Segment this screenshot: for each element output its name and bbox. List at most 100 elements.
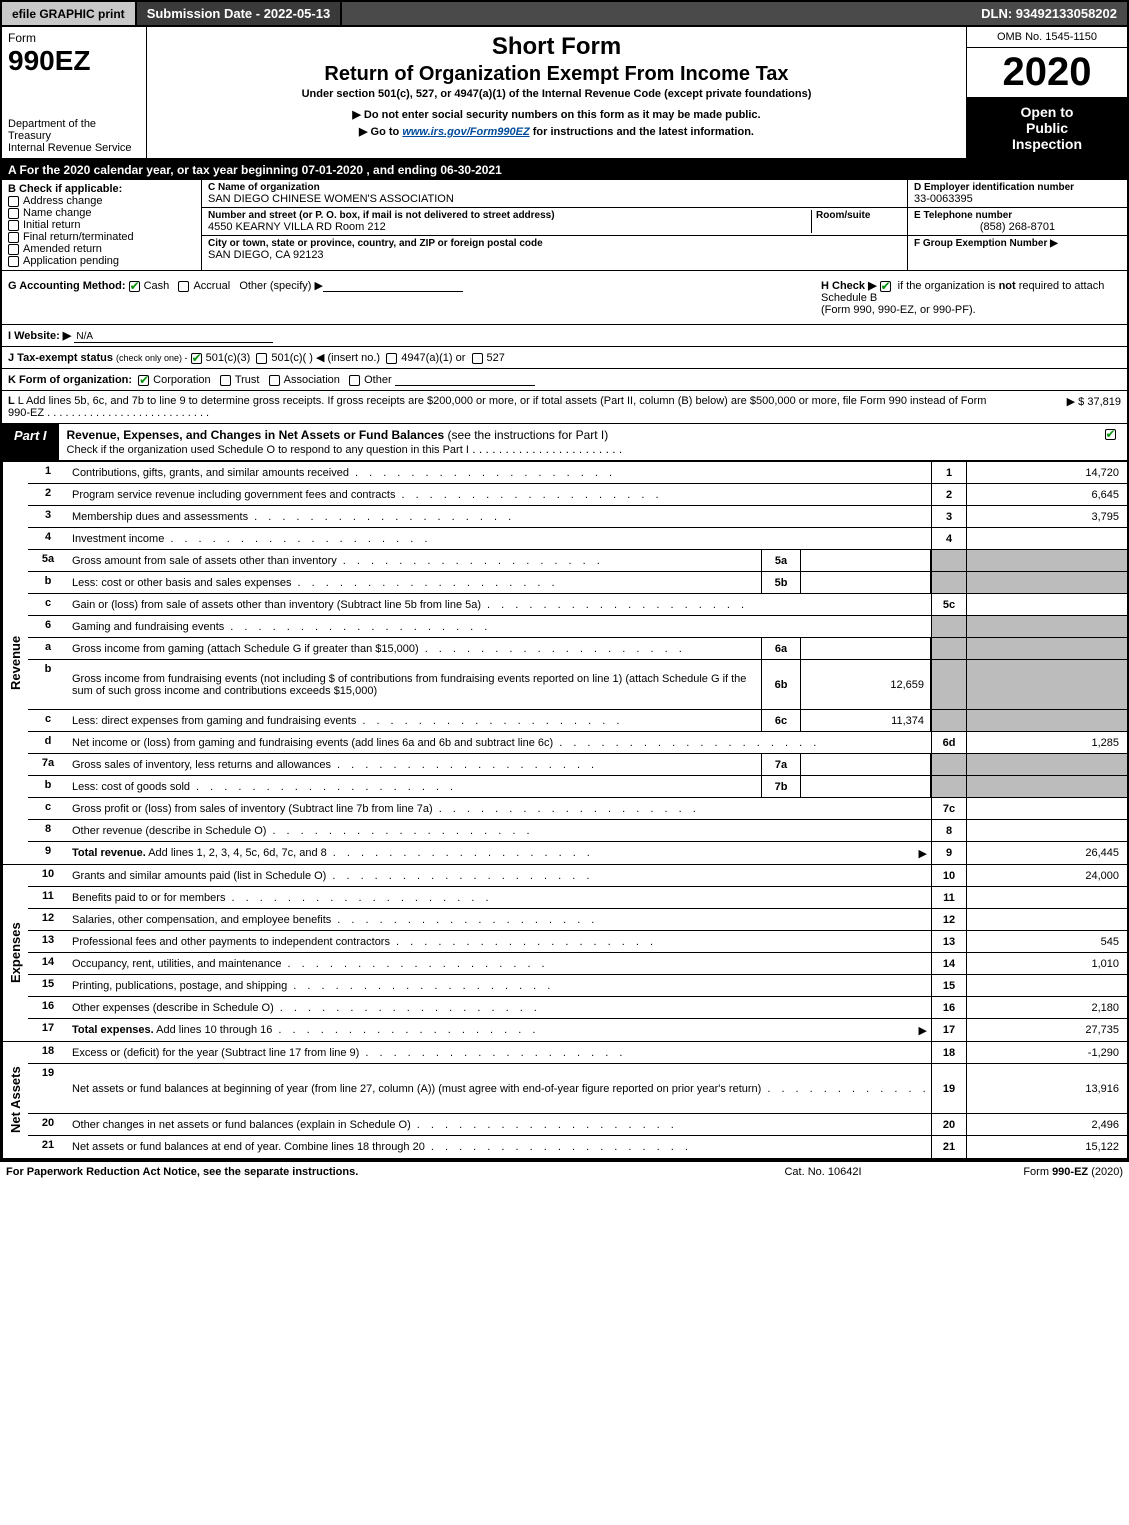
result-value [967, 776, 1127, 797]
chk-527[interactable] [472, 353, 483, 364]
line-desc: Gaming and fundraising events . . . . . … [68, 616, 931, 637]
chk-final-label: Final return/terminated [23, 231, 134, 243]
line-number: 16 [28, 997, 68, 1018]
h-label: H Check ▶ [821, 280, 877, 292]
line-desc: Other expenses (describe in Schedule O) … [68, 997, 931, 1018]
k-underline [395, 373, 535, 386]
line-desc: Investment income . . . . . . . . . . . … [68, 528, 931, 549]
k-label: K Form of organization: [8, 374, 132, 386]
line-desc: Occupancy, rent, utilities, and maintena… [68, 953, 931, 974]
k-assoc: Association [284, 374, 340, 386]
chk-name[interactable]: Name change [8, 207, 195, 219]
result-value [967, 975, 1127, 996]
chk-accrual[interactable] [178, 281, 189, 292]
header-left: Form 990EZ Department of the Treasury In… [2, 27, 147, 158]
result-value: 13,916 [967, 1064, 1127, 1113]
h-text3: (Form 990, 990-EZ, or 990-PF). [821, 304, 976, 316]
line-desc: Net assets or fund balances at beginning… [68, 1064, 931, 1113]
k-corp: Corporation [153, 374, 210, 386]
chk-trust[interactable] [220, 375, 231, 386]
line-row: 17Total expenses. Add lines 10 through 1… [28, 1019, 1127, 1041]
line-number: c [28, 798, 68, 819]
result-line-number: 9 [931, 842, 967, 864]
dept-treasury: Department of the Treasury [8, 118, 140, 142]
row-j: J Tax-exempt status (check only one) - 5… [0, 346, 1129, 368]
line-desc: Less: cost of goods sold . . . . . . . .… [68, 776, 761, 797]
chk-h[interactable] [880, 281, 891, 292]
chk-other-org[interactable] [349, 375, 360, 386]
tel-cell: E Telephone number (858) 268-8701 [908, 208, 1127, 236]
result-value: 26,445 [967, 842, 1127, 864]
chk-final[interactable]: Final return/terminated [8, 231, 195, 243]
result-value: 3,795 [967, 506, 1127, 527]
efile-print-button[interactable]: efile GRAPHIC print [2, 2, 137, 25]
line-row: 21Net assets or fund balances at end of … [28, 1136, 1127, 1158]
line-number: 20 [28, 1114, 68, 1135]
subtitle: Under section 501(c), 527, or 4947(a)(1)… [157, 88, 956, 100]
sub-line-value [801, 572, 931, 593]
dots: . . . . . . . . . . . . . . . . . . . [272, 1024, 918, 1036]
line-number: 9 [28, 842, 68, 864]
chk-address[interactable]: Address change [8, 195, 195, 207]
tel-value: (858) 268-8701 [914, 221, 1121, 233]
chk-amended[interactable]: Amended return [8, 243, 195, 255]
row-i: I Website: ▶ N/A [0, 324, 1129, 346]
line-number: c [28, 594, 68, 615]
row-gh: G Accounting Method: Cash Accrual Other … [0, 271, 1129, 324]
chk-name-label: Name change [23, 207, 92, 219]
note-goto: ▶ Go to www.irs.gov/Form990EZ for instru… [157, 125, 956, 138]
form-label: Form [8, 31, 140, 45]
line-desc: Salaries, other compensation, and employ… [68, 909, 931, 930]
irs-link[interactable]: www.irs.gov/Form990EZ [402, 126, 529, 138]
sub-line-value [801, 754, 931, 775]
line-desc: Gross income from gaming (attach Schedul… [68, 638, 761, 659]
result-line-number: 12 [931, 909, 967, 930]
line-number: 12 [28, 909, 68, 930]
line-desc: Net assets or fund balances at end of ye… [68, 1136, 931, 1158]
part1-check[interactable] [1097, 424, 1127, 460]
line-row: 12Salaries, other compensation, and empl… [28, 909, 1127, 931]
result-value: 6,645 [967, 484, 1127, 505]
chk-cash[interactable] [129, 281, 140, 292]
chk-corp[interactable] [138, 375, 149, 386]
chk-pending[interactable]: Application pending [8, 255, 195, 267]
result-value: 15,122 [967, 1136, 1127, 1158]
result-value [967, 550, 1127, 571]
part1-sub: (see the instructions for Part I) [448, 428, 609, 442]
footer-center: Cat. No. 10642I [723, 1166, 923, 1178]
dots: . . . . . . . . . . . . . . . . . . . [390, 936, 927, 948]
section-bcd: B Check if applicable: Address change Na… [0, 180, 1129, 271]
period-bar: A For the 2020 calendar year, or tax yea… [0, 160, 1129, 180]
chk-501c3[interactable] [191, 353, 202, 364]
result-value [967, 798, 1127, 819]
netassets-sidelabel: Net Assets [2, 1042, 28, 1158]
result-line-number: 1 [931, 462, 967, 483]
line-row: 5aGross amount from sale of assets other… [28, 550, 1127, 572]
row-g: G Accounting Method: Cash Accrual Other … [8, 279, 821, 316]
line-row: cGain or (loss) from sale of assets othe… [28, 594, 1127, 616]
dots: . . . . . . . . . . . . . . . . . . . [349, 467, 927, 479]
ein-cell: D Employer identification number 33-0063… [908, 180, 1127, 208]
city-value: SAN DIEGO, CA 92123 [208, 249, 901, 261]
line-number: 14 [28, 953, 68, 974]
line-number: 17 [28, 1019, 68, 1041]
result-line-number: 19 [931, 1064, 967, 1113]
line-row: dNet income or (loss) from gaming and fu… [28, 732, 1127, 754]
line-desc: Less: cost or other basis and sales expe… [68, 572, 761, 593]
sub-line-number: 6b [761, 660, 801, 709]
result-line-number: 18 [931, 1042, 967, 1063]
result-line-number [931, 660, 967, 709]
dots: . . . . . . . . . . . . . . . . . . . [190, 781, 757, 793]
chk-501c[interactable] [256, 353, 267, 364]
line-number: b [28, 776, 68, 797]
chk-initial[interactable]: Initial return [8, 219, 195, 231]
street-label: Number and street (or P. O. box, if mail… [208, 210, 811, 221]
line-number: 2 [28, 484, 68, 505]
line-number: 10 [28, 865, 68, 886]
chk-assoc[interactable] [269, 375, 280, 386]
grp-cell: F Group Exemption Number ▶ [908, 236, 1127, 251]
chk-4947[interactable] [386, 353, 397, 364]
result-value [967, 638, 1127, 659]
sub-line-number: 6a [761, 638, 801, 659]
line-row: 10Grants and similar amounts paid (list … [28, 865, 1127, 887]
